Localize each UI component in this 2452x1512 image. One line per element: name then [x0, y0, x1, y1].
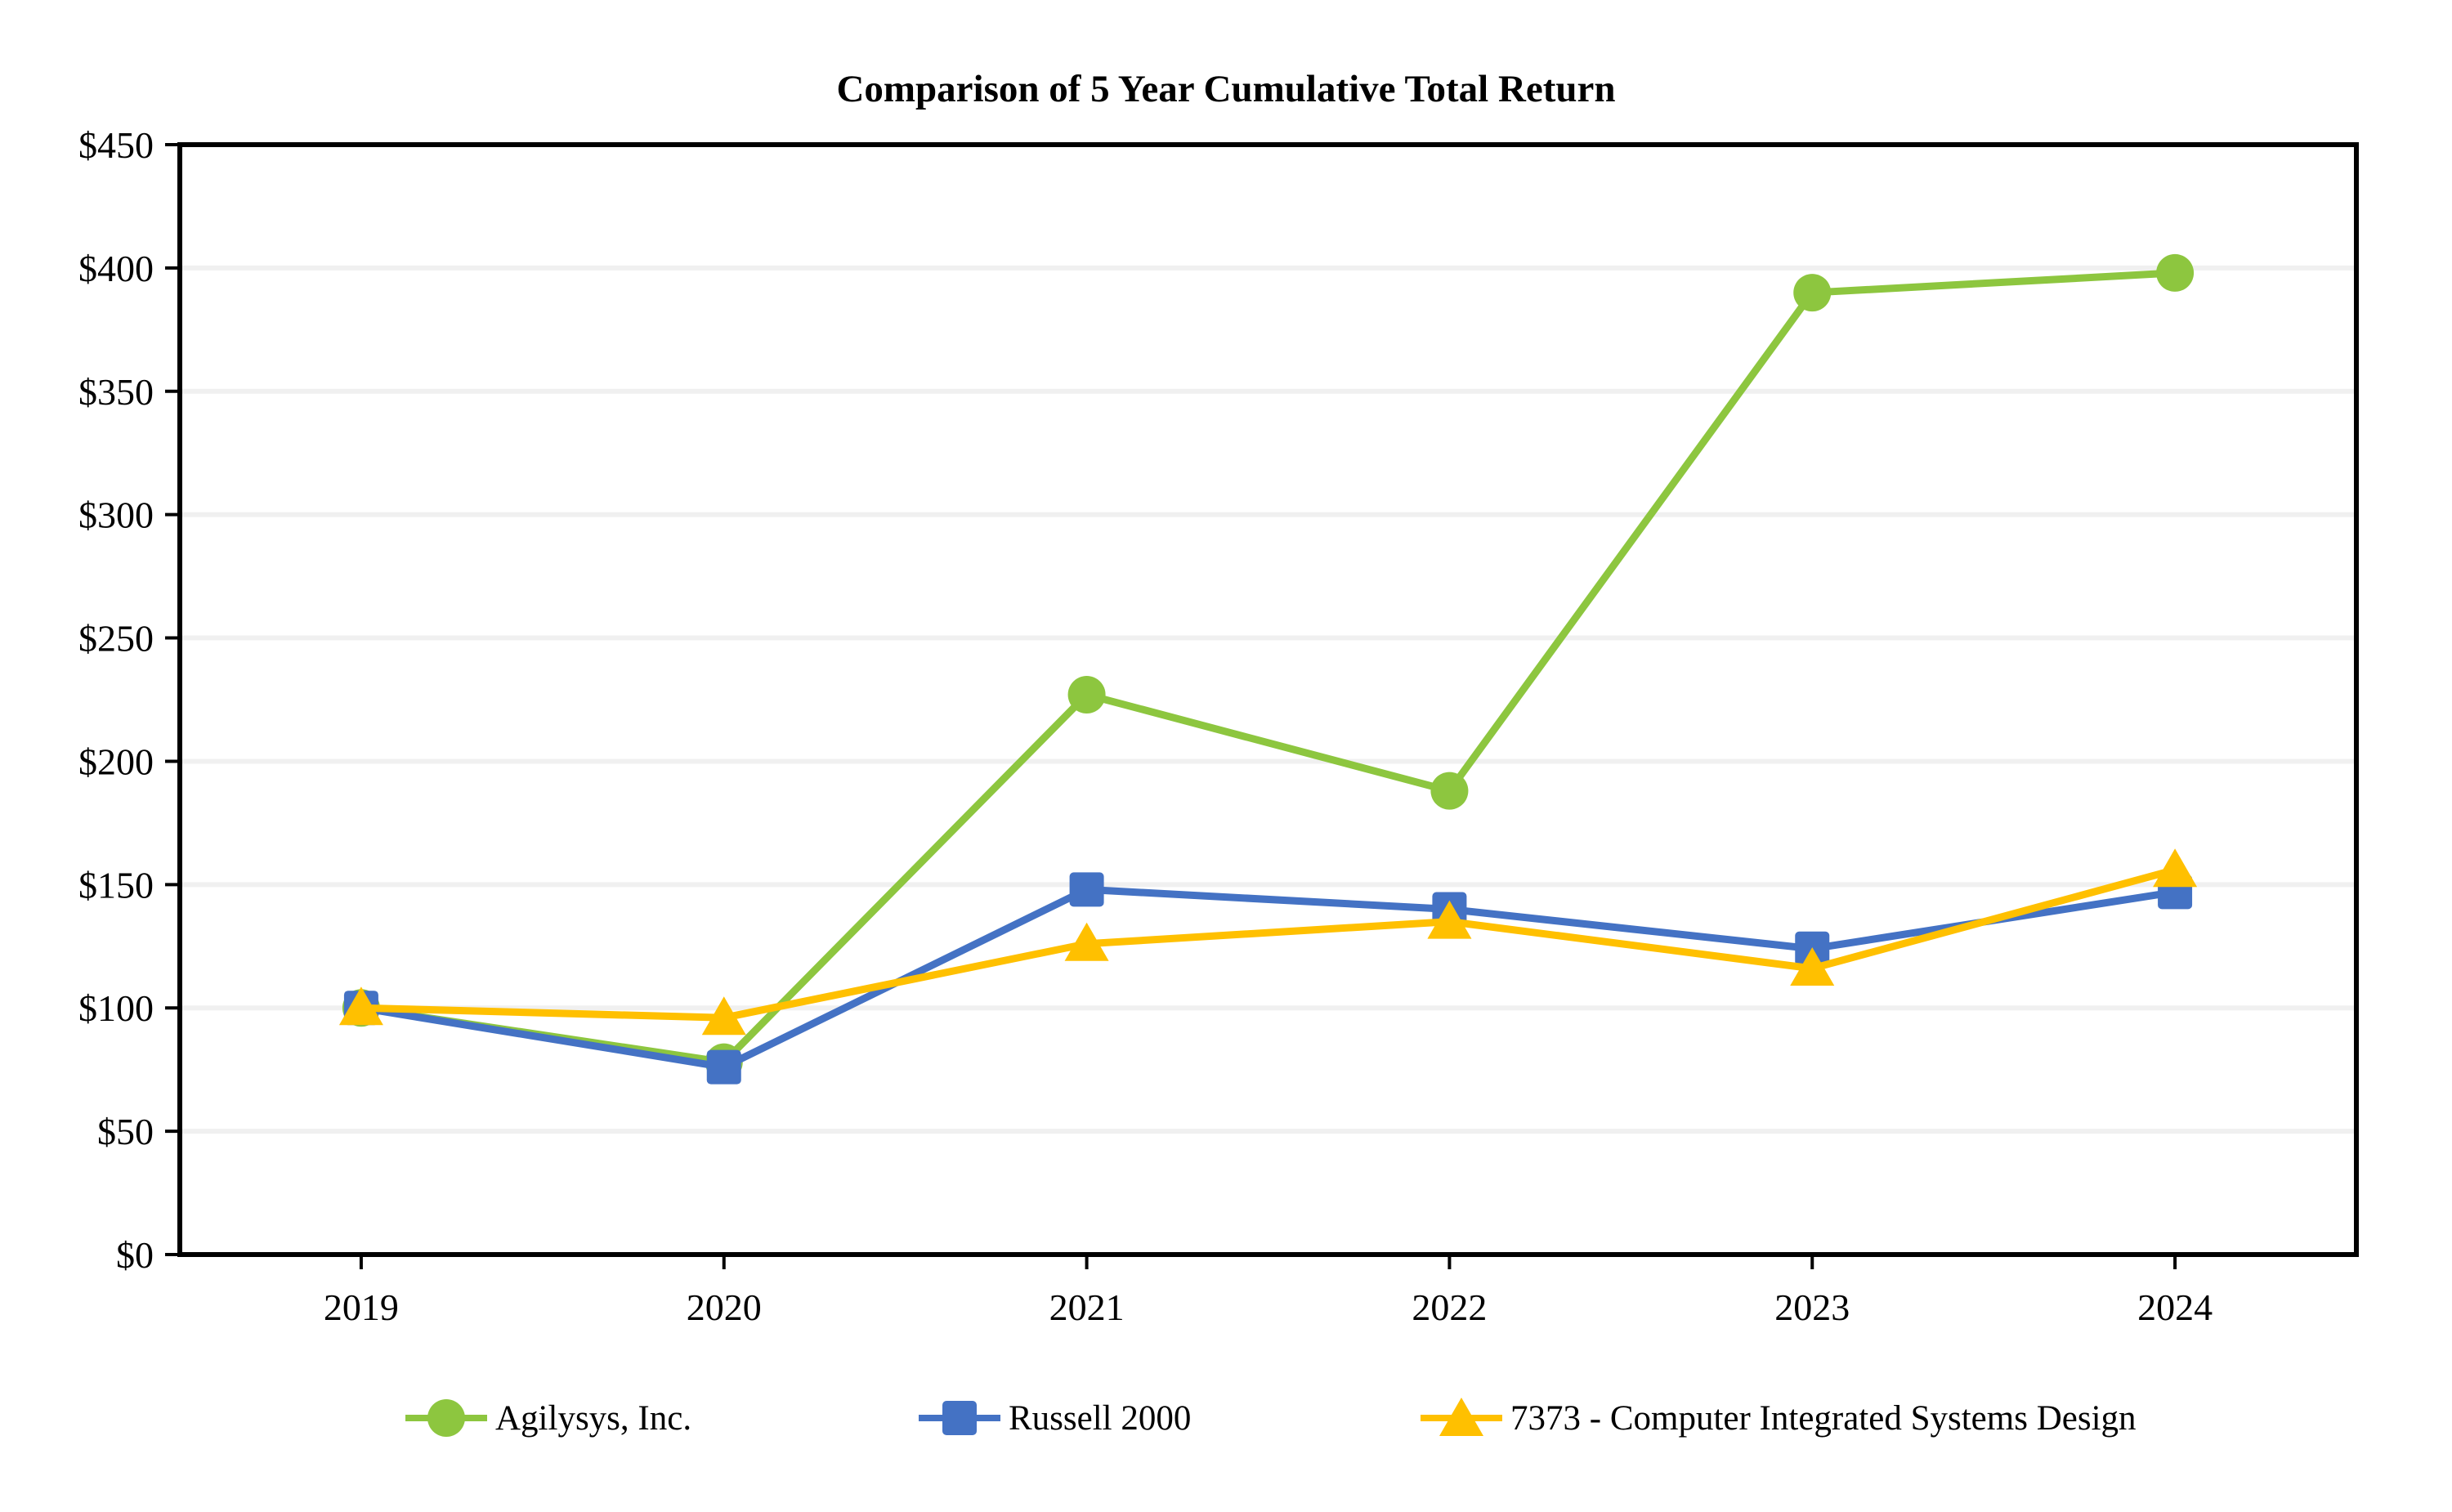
legend-item-russell-2000: Russell 2000	[919, 1392, 1191, 1444]
legend-item-agilysys: Agilysys, Inc.	[405, 1392, 691, 1444]
y-tick-label: $400	[78, 248, 154, 289]
legend-circle-marker-icon	[405, 1399, 487, 1437]
x-tick-label: 2021	[1049, 1286, 1125, 1328]
y-tick-label: $150	[78, 864, 154, 906]
x-tick-label: 2019	[324, 1286, 399, 1328]
legend-label-russell-2000: Russell 2000	[1009, 1398, 1192, 1438]
triangle-data-marker	[1427, 900, 1472, 939]
y-tick-label: $200	[78, 740, 154, 782]
square-data-marker	[1069, 872, 1104, 907]
x-tick-label: 2020	[687, 1286, 762, 1328]
y-tick-label: $300	[78, 494, 154, 536]
circle-data-marker	[2156, 253, 2195, 292]
triangle-data-marker	[1064, 922, 1109, 961]
circle-data-marker	[1793, 274, 1832, 312]
y-tick-label: $350	[78, 371, 154, 413]
triangle-data-marker	[2153, 848, 2198, 888]
triangle-data-marker	[701, 996, 746, 1036]
series-line-square	[357, 885, 2179, 1071]
y-tick-label: $250	[78, 618, 154, 660]
y-tick-label: $450	[78, 124, 154, 166]
legend-square-marker-icon	[919, 1401, 1000, 1435]
x-tick-label: 2023	[1774, 1286, 1850, 1328]
series-line-triangle	[357, 866, 2179, 1022]
legend-item-7373-industry: 7373 - Computer Integrated Systems Desig…	[1421, 1392, 2137, 1444]
x-tick-label: 2022	[1412, 1286, 1487, 1328]
legend-label-agilysys: Agilysys, Inc.	[495, 1398, 692, 1438]
plot-border	[177, 142, 2359, 1257]
circle-data-marker	[1430, 772, 1469, 810]
y-tick-label: $50	[97, 1111, 154, 1152]
circle-data-marker	[1067, 675, 1106, 714]
triangle-data-marker	[1790, 946, 1835, 986]
legend-triangle-marker-icon	[1421, 1398, 1502, 1436]
x-tick-label: 2024	[2137, 1286, 2213, 1328]
square-data-marker	[706, 1049, 741, 1085]
chart-title: Comparison of 5 Year Cumulative Total Re…	[836, 68, 1616, 110]
triangle-data-marker	[338, 986, 383, 1026]
legend-label-7373-industry: 7373 - Computer Integrated Systems Desig…	[1510, 1398, 2137, 1438]
series-line-circle	[357, 269, 2179, 1067]
y-tick-label: $100	[78, 987, 154, 1029]
y-tick-label: $0	[116, 1234, 154, 1276]
